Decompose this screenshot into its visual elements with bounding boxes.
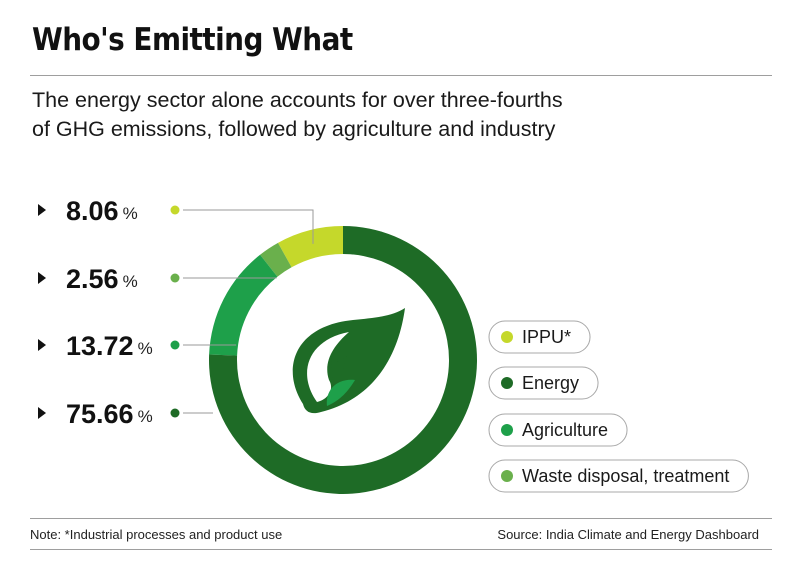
legend-pill xyxy=(488,459,749,493)
legend-label: Energy xyxy=(522,373,579,393)
legend-item-waste-disposal-treatment: Waste disposal, treatment xyxy=(488,459,749,493)
donut-slices xyxy=(209,226,477,494)
legend-pill xyxy=(488,366,599,400)
leader-lines xyxy=(183,209,314,414)
stat-value-agriculture: 13.72 xyxy=(66,331,134,361)
footer-divider-top xyxy=(30,518,772,519)
slice-waste-disposal-treatment xyxy=(260,242,292,277)
legend-swatch xyxy=(501,424,513,436)
legend-pill xyxy=(488,320,591,354)
legend-swatch xyxy=(501,331,513,343)
legend-label: Waste disposal, treatment xyxy=(522,466,729,486)
slice-agriculture xyxy=(209,254,278,356)
legend-label: IPPU* xyxy=(522,327,571,347)
stat-unit: % xyxy=(123,204,138,223)
chart-title: Who's Emitting What xyxy=(32,22,353,58)
stat-value-ippu: 8.06 xyxy=(66,196,119,226)
stat-arrow-icon xyxy=(38,339,46,351)
stat-arrow-icon xyxy=(38,272,46,284)
stat-arrow-icon xyxy=(38,407,46,419)
stat-unit: % xyxy=(138,339,153,358)
stat-arrow-icon xyxy=(38,204,46,216)
footer-divider-bottom xyxy=(30,549,772,550)
title-divider xyxy=(30,75,772,76)
legend-swatch xyxy=(501,470,513,482)
stat-dot-waste-disposal-treatment xyxy=(170,273,180,283)
stat-dot-energy xyxy=(170,408,180,418)
stat-value-energy: 75.66 xyxy=(66,399,134,429)
stat-dot-ippu xyxy=(170,205,180,215)
stat-labels: 8.06 %2.56 %13.72 %75.66% xyxy=(38,196,180,429)
chart-subtitle: The energy sector alone accounts for ove… xyxy=(32,86,772,144)
subtitle-line-2: of GHG emissions, followed by agricultur… xyxy=(32,117,556,141)
leader-line-ippu xyxy=(183,209,314,244)
legend-item-ippu: IPPU* xyxy=(488,320,591,354)
legend-swatch xyxy=(501,377,513,389)
leaf-logo-icon xyxy=(292,308,405,414)
stat-value-waste-disposal-treatment: 2.56 xyxy=(66,264,119,294)
stat-dot-agriculture xyxy=(170,340,180,350)
legend-label: Agriculture xyxy=(522,420,608,440)
source-credit: Source: India Climate and Energy Dashboa… xyxy=(497,527,759,542)
stat-unit: % xyxy=(138,407,153,426)
legend-item-agriculture: Agriculture xyxy=(488,413,628,447)
stat-unit: % xyxy=(123,272,138,291)
subtitle-line-1: The energy sector alone accounts for ove… xyxy=(32,88,563,112)
legend-pill xyxy=(488,413,628,447)
slice-ippu xyxy=(278,226,343,268)
footnote: Note: *Industrial processes and product … xyxy=(30,527,283,542)
legend-item-energy: Energy xyxy=(488,366,599,400)
legend: IPPU* Energy Agriculture Waste disposal, tr… xyxy=(488,320,749,493)
